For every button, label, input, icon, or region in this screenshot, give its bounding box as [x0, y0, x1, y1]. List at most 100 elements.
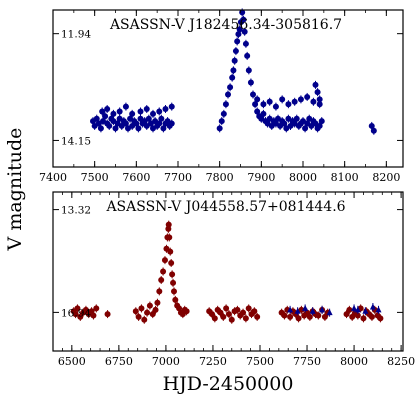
data-point — [99, 107, 106, 116]
data-point — [72, 310, 79, 319]
data-point — [218, 117, 225, 126]
x-tick-label: 7250 — [199, 355, 227, 368]
data-point — [247, 78, 254, 87]
data-point — [132, 307, 139, 316]
data-point — [217, 308, 224, 317]
x-tick-label: 7000 — [152, 355, 180, 368]
data-point — [254, 107, 261, 116]
data-point — [102, 112, 109, 121]
data-point — [93, 114, 100, 123]
data-point — [272, 102, 279, 111]
data-point — [321, 312, 328, 321]
data-point — [242, 39, 249, 48]
data-point — [154, 298, 161, 307]
data-point — [245, 304, 252, 313]
chart-title: ASASSN-V J044558.57+081444.6 — [105, 199, 345, 215]
data-point — [244, 51, 251, 60]
data-point — [375, 305, 382, 314]
data-point — [370, 126, 377, 135]
data-point — [298, 305, 305, 314]
y-axis-label: V magnitude — [4, 128, 26, 252]
data-point — [156, 107, 163, 116]
x-tick-label: 7800 — [206, 171, 234, 184]
data-point — [281, 119, 288, 128]
data-point — [326, 308, 333, 317]
data-point — [304, 92, 311, 101]
data-point — [241, 27, 248, 36]
data-point — [369, 302, 376, 311]
data-point — [302, 124, 309, 133]
data-point — [152, 305, 159, 314]
x-tick-label: 7900 — [247, 171, 275, 184]
data-point — [169, 270, 176, 279]
data-point — [170, 287, 177, 296]
top-panel: 7400 7500 7600 7700 7800 7900 8000 8100 8200 11.9… — [39, 8, 404, 184]
data-point — [362, 307, 369, 316]
x-tick-label: 7700 — [164, 171, 192, 184]
data-point — [368, 312, 375, 321]
data-point — [315, 311, 322, 320]
data-point — [349, 312, 356, 321]
data-point — [314, 88, 321, 97]
x-tick-label: 7750 — [293, 355, 321, 368]
data-point — [183, 307, 190, 316]
data-point — [220, 312, 227, 321]
data-point — [122, 119, 129, 128]
data-point — [156, 119, 163, 128]
data-point — [245, 66, 252, 75]
data-point — [104, 105, 111, 114]
bottom-panel: 6500 6750 7000 7250 7500 7750 8000 8250 13.32 16.… — [52, 191, 415, 368]
data-point — [160, 267, 167, 276]
data-point — [168, 102, 175, 111]
data-points — [70, 220, 384, 324]
data-point — [281, 311, 288, 320]
data-point — [287, 305, 294, 314]
data-point — [158, 276, 165, 285]
data-point — [297, 95, 304, 104]
data-point — [170, 278, 177, 287]
y-tick-label: 16.94 — [61, 307, 91, 319]
plot-frame — [52, 191, 404, 352]
data-point — [97, 124, 104, 133]
data-point — [354, 305, 361, 314]
data-point — [166, 233, 173, 242]
x-tick-label: 8100 — [331, 171, 359, 184]
data-point — [309, 307, 316, 316]
data-point — [310, 97, 317, 106]
data-point — [234, 305, 241, 314]
data-point — [172, 295, 179, 304]
x-tick-label: 7600 — [122, 171, 150, 184]
data-point — [266, 97, 273, 106]
data-point — [150, 109, 156, 118]
data-point — [316, 121, 323, 130]
data-point — [236, 25, 243, 34]
data-point — [143, 105, 150, 114]
data-point — [82, 305, 89, 314]
data-point — [122, 102, 129, 111]
chart-title: ASASSN-V J182456.34-305816.7 — [109, 17, 342, 33]
x-tick-label: 7500 — [81, 171, 109, 184]
data-point — [343, 310, 350, 319]
x-tick-label: 6750 — [105, 355, 133, 368]
data-point — [306, 312, 313, 321]
data-point — [77, 312, 84, 321]
data-point — [368, 121, 375, 130]
data-point — [260, 109, 267, 118]
data-point — [168, 258, 175, 267]
data-point — [254, 95, 261, 104]
data-point — [240, 15, 247, 24]
data-point — [285, 100, 292, 109]
x-tick-label: 8250 — [387, 355, 415, 368]
data-point — [232, 47, 239, 56]
data-point — [158, 114, 165, 123]
data-points — [90, 8, 377, 135]
data-point — [291, 97, 298, 106]
data-point — [240, 308, 247, 317]
data-point — [260, 100, 267, 109]
data-point — [149, 310, 156, 319]
data-point — [231, 56, 238, 65]
data-point — [216, 124, 223, 133]
data-point — [74, 304, 81, 313]
data-point — [229, 73, 236, 82]
